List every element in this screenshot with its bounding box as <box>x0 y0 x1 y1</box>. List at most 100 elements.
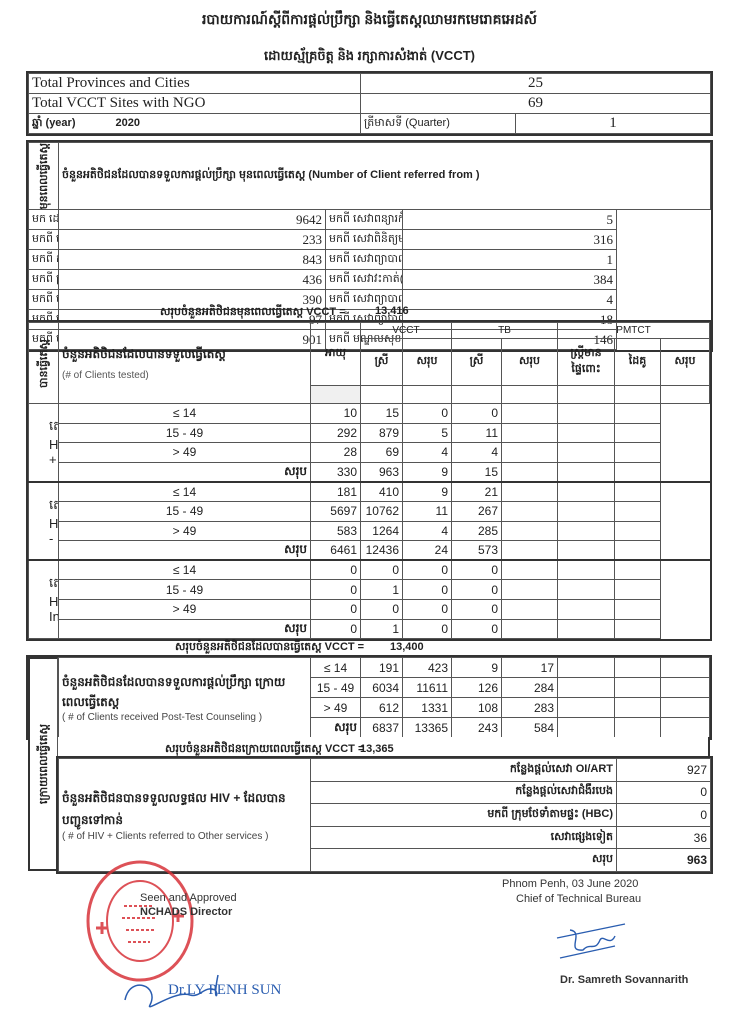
count-cell <box>614 403 662 424</box>
count-cell: 10 <box>310 403 361 424</box>
count-cell: 5697 <box>310 500 361 522</box>
count-cell: 292 <box>310 422 361 444</box>
sub-header: ដៃគូ <box>614 338 662 386</box>
post-test-heading-cell: ចំនួនអតិថិជនដែលបានទទួលការផ្ដល់ប្រឹក្សា ក… <box>58 657 311 738</box>
quarter-value: 1 <box>515 113 711 134</box>
count-cell <box>614 500 662 522</box>
referral-label: សេវាផ្សេងទៀត <box>310 825 617 850</box>
age-cell: > 49 <box>58 520 311 542</box>
count-cell: 0 <box>451 559 503 581</box>
pre-test-heading: ចំនួនអតិថិជនដែលបានទទួលការផ្ដល់ប្រឹក្សា ម… <box>57 141 712 211</box>
count-cell: 0 <box>360 598 403 620</box>
count-cell <box>614 697 661 718</box>
summary-table: Total Provinces and Cities 25 Total VCCT … <box>26 71 713 136</box>
count-cell: 0 <box>310 618 361 640</box>
count-cell: 5 <box>401 422 453 444</box>
source-label: មក ដោយខ្លួនឯង( Self referred ) <box>28 209 59 231</box>
source-count: 5 <box>402 209 617 231</box>
count-cell <box>557 657 615 678</box>
count-cell <box>557 442 616 463</box>
provinces-label: Total Provinces and Cities <box>28 73 361 94</box>
count-cell: 330 <box>310 461 361 483</box>
source-count: 384 <box>402 269 617 291</box>
data-row: សរុប 0 1 0 0 <box>29 618 710 640</box>
count-cell <box>614 540 662 561</box>
age-cell: សរុប <box>310 717 361 738</box>
age-cell: > 49 <box>310 697 361 718</box>
count-cell <box>501 520 559 542</box>
report-title: របាយការណ៍ស្ដីពីការផ្ដល់ប្រឹក្សា និងធ្វើត… <box>201 11 538 27</box>
referral-value: 0 <box>616 803 711 827</box>
data-row: 15 - 49 5697 10762 11 267 <box>29 500 710 522</box>
count-cell: 9 <box>401 461 453 483</box>
count-cell <box>557 540 616 561</box>
count-cell: 410 <box>360 481 403 502</box>
age-cell: > 49 <box>58 598 311 620</box>
chief-name: Dr. Samreth Sovannarith <box>560 974 689 986</box>
tested-heading-en: (# of Clients tested) <box>62 369 149 381</box>
count-cell <box>614 657 661 678</box>
age-cell: ≤ 14 <box>310 657 361 678</box>
count-cell <box>557 520 616 542</box>
count-cell: 0 <box>451 618 503 640</box>
count-cell <box>660 697 710 718</box>
count-cell <box>614 442 662 463</box>
count-cell: 963 <box>360 461 403 483</box>
count-cell: 0 <box>310 579 361 600</box>
count-cell <box>660 657 710 678</box>
count-cell <box>501 500 559 522</box>
count-cell: 0 <box>401 598 453 620</box>
sites-value: 69 <box>360 93 711 114</box>
referral-label: កន្លែងផ្ដល់សេវា OI/ART <box>310 758 617 782</box>
count-cell <box>557 461 616 483</box>
post-test-section-label: ក្រោយពេលធ្វើតេស្ត <box>37 723 50 805</box>
count-cell: 6461 <box>310 540 361 561</box>
referral-value: 0 <box>616 780 711 805</box>
count-cell: 10762 <box>360 500 403 522</box>
count-cell: 1 <box>360 618 403 640</box>
sub-header: ស្រី <box>451 338 503 386</box>
count-cell <box>557 677 615 698</box>
age-cell: សរុប <box>58 461 311 483</box>
source-count: 233 <box>58 229 326 251</box>
count-cell: 1331 <box>402 697 452 718</box>
source-label: មកពី មន្ទីរសម្ភព (Maternity) <box>28 329 59 351</box>
count-cell <box>501 403 559 424</box>
count-cell <box>614 618 662 640</box>
official-stamp <box>86 860 194 982</box>
age-cell: សរុប <box>58 540 311 561</box>
source-label: មកពី ក្រុមថែទាំតាមផ្ទះ(HBC) និង NGO <box>28 269 59 291</box>
age-cell: 15 - 49 <box>58 579 311 600</box>
year-value: 2020 <box>115 116 140 129</box>
count-cell <box>660 677 710 698</box>
pre-test-total-value: 13,416 <box>375 305 409 317</box>
count-cell <box>614 579 662 600</box>
count-cell: 0 <box>451 579 503 600</box>
count-cell: 1 <box>360 579 403 600</box>
referral-table: ចំនួនអតិថិជនបានទទួលលទ្ធផល HIV + ដែលបានបញ… <box>56 756 713 874</box>
count-cell: 4 <box>401 520 453 542</box>
source-count: 436 <box>58 269 326 291</box>
age-cell: ≤ 14 <box>58 403 311 424</box>
source-label: មកពី សេវាព្យាបាលជំងឺទូទៅ (General Medici… <box>28 289 59 311</box>
chief-signature <box>556 923 626 959</box>
count-cell: 4 <box>401 442 453 463</box>
data-row: សរុប 6461 12436 24 573 <box>29 540 710 561</box>
count-cell: 423 <box>402 657 452 678</box>
data-row: > 49 0 0 0 0 <box>29 598 710 620</box>
blank-cell <box>310 385 361 404</box>
count-cell: 0 <box>401 618 453 640</box>
count-cell: 181 <box>310 481 361 502</box>
data-row: ចំនួនអតិថិជនដែលបានទទួលការផ្ដល់ប្រឹក្សា ក… <box>28 657 710 738</box>
count-cell <box>614 481 662 502</box>
count-cell: 11 <box>401 500 453 522</box>
count-cell <box>501 461 559 483</box>
tested-section-label: បានធ្វើតេស្ត <box>28 322 59 404</box>
count-cell <box>501 540 559 561</box>
tested-total-label: សរុបចំនួនអតិថិជនដែលបានធ្វើតេស្ត VCCT = <box>175 641 365 653</box>
count-cell <box>501 598 559 620</box>
count-cell: 0 <box>310 559 361 581</box>
